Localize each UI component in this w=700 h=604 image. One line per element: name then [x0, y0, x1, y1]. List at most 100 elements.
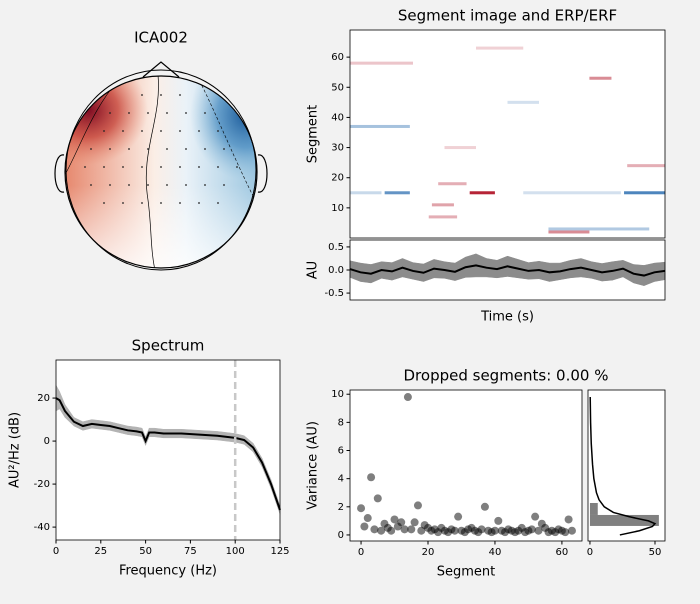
sensor [217, 166, 219, 168]
x-tick-label: 100 [226, 546, 245, 557]
chart-title: Segment image and ERP/ERF [398, 7, 617, 25]
sensor [179, 202, 181, 204]
y-tick-label: 50 [331, 82, 344, 93]
point [377, 526, 386, 535]
x-tick-label: 0 [53, 546, 59, 557]
x-tick-label: 75 [184, 546, 197, 557]
x-tick-label: 25 [94, 546, 107, 557]
y-tick-label: 10 [331, 389, 344, 400]
sensor [198, 166, 200, 168]
point [567, 526, 576, 535]
y-tick-label: 30 [331, 143, 344, 154]
sensor [217, 202, 219, 204]
point [403, 393, 412, 402]
point [370, 525, 379, 534]
hist-bar [589, 514, 659, 526]
sensor [166, 184, 168, 186]
y-axis-label: Segment [306, 105, 321, 164]
x-axis-label: Segment [437, 565, 496, 580]
plot-frame [349, 389, 583, 542]
heatmap-cell [350, 61, 413, 65]
y-tick-label: 40 [331, 112, 344, 123]
heatmap-cell [589, 76, 612, 80]
heatmap-cell [507, 100, 539, 104]
x-tick-label: 60 [556, 547, 569, 558]
point [363, 514, 372, 523]
heatmap-cell [523, 191, 621, 195]
sensor [141, 94, 143, 96]
y-tick-label: 2 [338, 502, 344, 513]
x-tick-label: 125 [270, 546, 289, 557]
y-tick-label: 60 [331, 52, 344, 63]
plot-frame [587, 389, 666, 542]
point [531, 512, 540, 521]
sensor [90, 148, 92, 150]
heatmap-cell [431, 203, 454, 207]
sensor [185, 148, 187, 150]
point [494, 516, 503, 525]
point [373, 494, 382, 503]
topomap [54, 61, 268, 271]
x-axis-label: Time (s) [480, 310, 534, 325]
sensor [147, 148, 149, 150]
heatmap-cell [428, 215, 458, 219]
sensor [147, 112, 149, 114]
sensor [141, 202, 143, 204]
chart-title: ICA002 [134, 29, 188, 47]
sensor [160, 202, 162, 204]
sensor [122, 166, 124, 168]
y-tick-label: 10 [331, 203, 344, 214]
sensor [204, 184, 206, 186]
sensor [122, 130, 124, 132]
plot-frame [349, 29, 666, 239]
y-tick-label: 0.5 [328, 242, 344, 253]
chart-title: Dropped segments: 0.00 % [404, 367, 609, 385]
data-layer [350, 46, 665, 234]
sensor [103, 166, 105, 168]
point [390, 515, 399, 524]
y-tick-label: 0.0 [328, 265, 344, 276]
sensor [128, 112, 130, 114]
sensor [109, 184, 111, 186]
sensor [128, 184, 130, 186]
sensor [128, 148, 130, 150]
sensor [179, 94, 181, 96]
plot-frame [55, 359, 281, 541]
sensor [141, 166, 143, 168]
y-axis-label: Variance (AU) [306, 421, 321, 510]
y-tick-label: 0 [44, 436, 50, 447]
line [55, 397, 281, 511]
point [450, 526, 459, 535]
heatmap-cell [548, 227, 650, 231]
sensor [179, 166, 181, 168]
point [490, 526, 499, 535]
sensor [166, 112, 168, 114]
point [454, 512, 463, 521]
y-tick-label: 20 [331, 173, 344, 184]
y-tick-label: -20 [34, 479, 50, 490]
sensor [198, 130, 200, 132]
x-tick-label: 50 [139, 546, 152, 557]
sensor [185, 112, 187, 114]
point [534, 526, 543, 535]
heatmap-cell [476, 46, 524, 50]
x-tick-label: 0 [358, 547, 364, 558]
x-tick-label: 20 [422, 547, 435, 558]
point [360, 522, 369, 531]
plot-area [56, 360, 280, 540]
sensor [198, 202, 200, 204]
y-tick-label: 6 [338, 446, 344, 457]
y-tick-label: 8 [338, 417, 344, 428]
line [349, 264, 666, 277]
heatmap-cell [469, 191, 495, 195]
sensor [109, 112, 111, 114]
sensor [204, 148, 206, 150]
sensor [122, 202, 124, 204]
y-tick-label: -40 [34, 522, 50, 533]
sensor [236, 166, 238, 168]
sensor [90, 184, 92, 186]
sensor [179, 130, 181, 132]
y-tick-label: 0 [338, 530, 344, 541]
sensor [223, 148, 225, 150]
